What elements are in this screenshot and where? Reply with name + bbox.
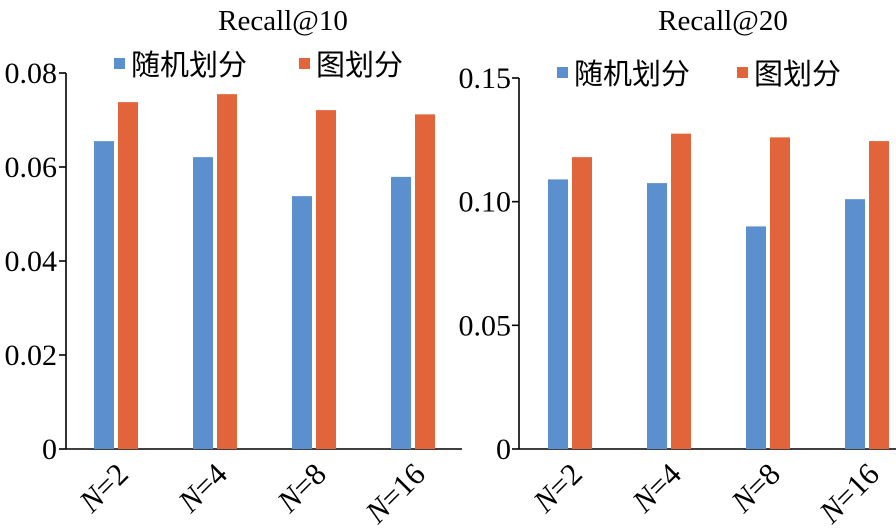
legend: 随机划分 图划分 — [114, 48, 403, 82]
x-category-label: N=2 — [72, 456, 135, 519]
bar-series-2 — [118, 102, 138, 449]
legend-label: 图划分 — [316, 48, 403, 82]
y-tick-label: 0.02 — [5, 339, 58, 372]
bar-series-1 — [647, 183, 667, 449]
y-tick-label: 0.15 — [459, 62, 512, 95]
legend-label: 随机划分 — [574, 57, 690, 91]
legend: 随机划分 图划分 — [557, 57, 841, 91]
y-tick-label: 0.10 — [459, 186, 512, 219]
bars — [94, 94, 435, 450]
legend-swatch — [557, 67, 568, 78]
x-category-label: N=16 — [358, 456, 432, 530]
y-ticks: 0 0.02 0.04 0.06 0.08 — [5, 57, 66, 466]
bar-series-1 — [193, 157, 213, 449]
legend-swatch — [114, 58, 125, 69]
bar-series-1 — [845, 199, 865, 449]
y-tick-label: 0 — [42, 433, 57, 466]
bars — [548, 133, 889, 450]
y-tick-label: 0.06 — [5, 151, 58, 184]
legend-swatch — [299, 58, 310, 69]
bar-series-2 — [770, 137, 790, 450]
x-category-label: N=8 — [724, 456, 787, 519]
bar-series-2 — [671, 133, 691, 449]
chart-title: Recall@20 — [658, 5, 788, 37]
chart-title: Recall@10 — [218, 5, 348, 37]
y-tick-label: 0.05 — [459, 309, 512, 342]
legend-swatch — [737, 67, 748, 78]
legend-label: 图划分 — [754, 57, 841, 91]
bar-series-1 — [746, 226, 766, 449]
bar-series-2 — [869, 141, 889, 449]
bar-series-2 — [415, 114, 435, 450]
x-categories: N=2 N=4 N=8 N=16 — [526, 456, 886, 531]
x-category-label: N=8 — [270, 456, 333, 519]
bar-series-1 — [391, 176, 411, 449]
bar-series-2 — [217, 94, 237, 450]
x-category-label: N=16 — [812, 456, 886, 530]
bar-series-1 — [94, 141, 114, 449]
y-tick-label: 0 — [496, 433, 511, 466]
y-tick-label: 0.08 — [5, 57, 58, 90]
bar-series-2 — [572, 157, 592, 449]
x-categories: N=2 N=4 N=8 N=16 — [72, 456, 432, 531]
bar-series-1 — [292, 196, 312, 449]
x-category-label: N=4 — [625, 456, 689, 520]
y-ticks: 0 0.05 0.10 0.15 — [459, 62, 519, 466]
legend-label: 随机划分 — [131, 48, 247, 82]
bar-series-2 — [316, 110, 336, 449]
x-category-label: N=4 — [171, 456, 235, 520]
chart-recall-at-10: Recall@10 随机划分 图划分 0 0.02 0.04 0.06 0.08 N=2… — [5, 5, 462, 531]
x-category-label: N=2 — [526, 456, 589, 519]
bar-series-1 — [548, 179, 568, 449]
y-tick-label: 0.04 — [5, 245, 58, 278]
chart-recall-at-20: Recall@20 随机划分 图划分 00.050.100.15 N=2 N=4 N… — [459, 5, 896, 531]
